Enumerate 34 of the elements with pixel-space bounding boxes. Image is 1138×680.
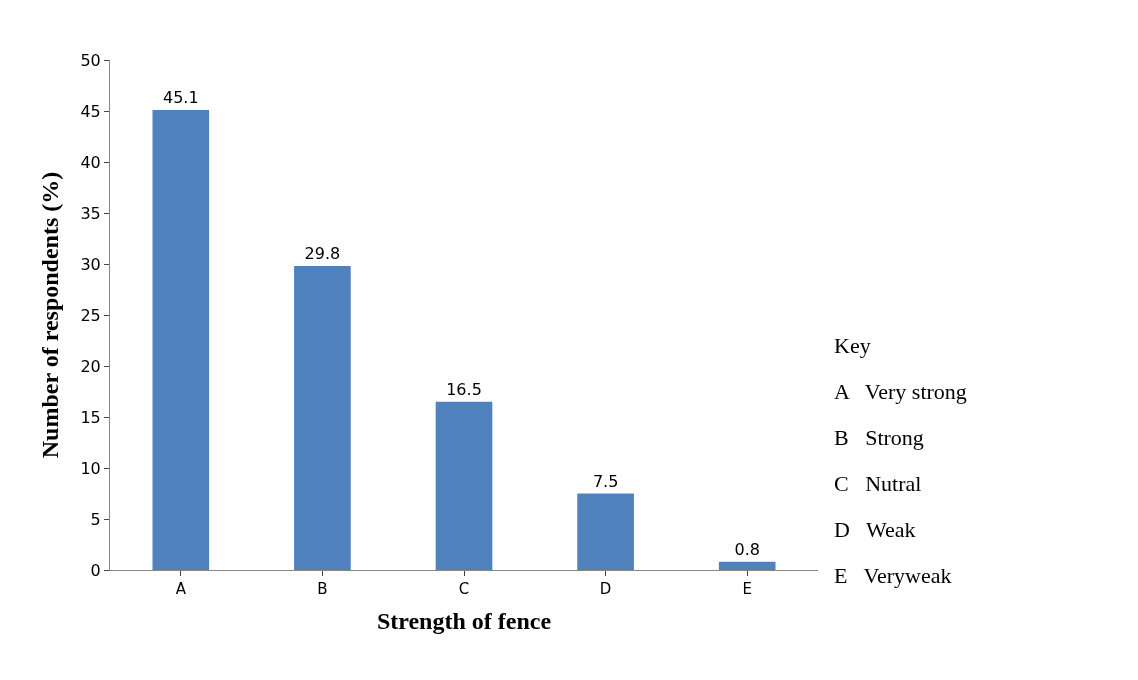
- text: E Veryweak: [834, 563, 952, 588]
- text: D Weak: [834, 517, 916, 542]
- y-axis-title: Number of respondents (%): [36, 171, 63, 459]
- y-tick-label: 10: [80, 458, 101, 478]
- y-tick-label: 0: [90, 560, 101, 580]
- bar: [577, 493, 634, 570]
- x-tick-label: B: [317, 580, 328, 598]
- data-label: 7.5: [592, 471, 619, 491]
- y-tick-label: 20: [80, 356, 101, 376]
- x-tick-label: A: [175, 580, 187, 598]
- bar: [435, 401, 493, 570]
- data-label: 45.1: [162, 87, 199, 107]
- x-tick-label: C: [458, 580, 470, 598]
- y-tick-label: 35: [80, 203, 101, 223]
- text: C Nutral: [834, 471, 922, 496]
- data-label: 29.8: [304, 244, 341, 264]
- data-label: 0.8: [734, 539, 760, 559]
- data-label: 16.5: [446, 379, 482, 399]
- x-axis-title: Strength of fence: [376, 608, 552, 635]
- x-tick-label: D: [599, 580, 612, 598]
- y-tick-label: 15: [80, 407, 101, 427]
- bar: [718, 561, 776, 570]
- text: B Strong: [834, 425, 924, 450]
- y-tick-label: 30: [80, 254, 101, 274]
- y-tick-label: 50: [80, 50, 101, 70]
- y-tick-label: 5: [90, 509, 101, 529]
- bar: [152, 109, 210, 570]
- y-tick-label: 45: [80, 101, 101, 121]
- y-tick-label: 25: [80, 305, 101, 325]
- bar: [294, 266, 351, 570]
- y-tick-label: 40: [80, 152, 101, 172]
- text: A Very strong: [834, 379, 967, 404]
- text: Key: [834, 333, 871, 358]
- x-tick-label: E: [742, 580, 752, 598]
